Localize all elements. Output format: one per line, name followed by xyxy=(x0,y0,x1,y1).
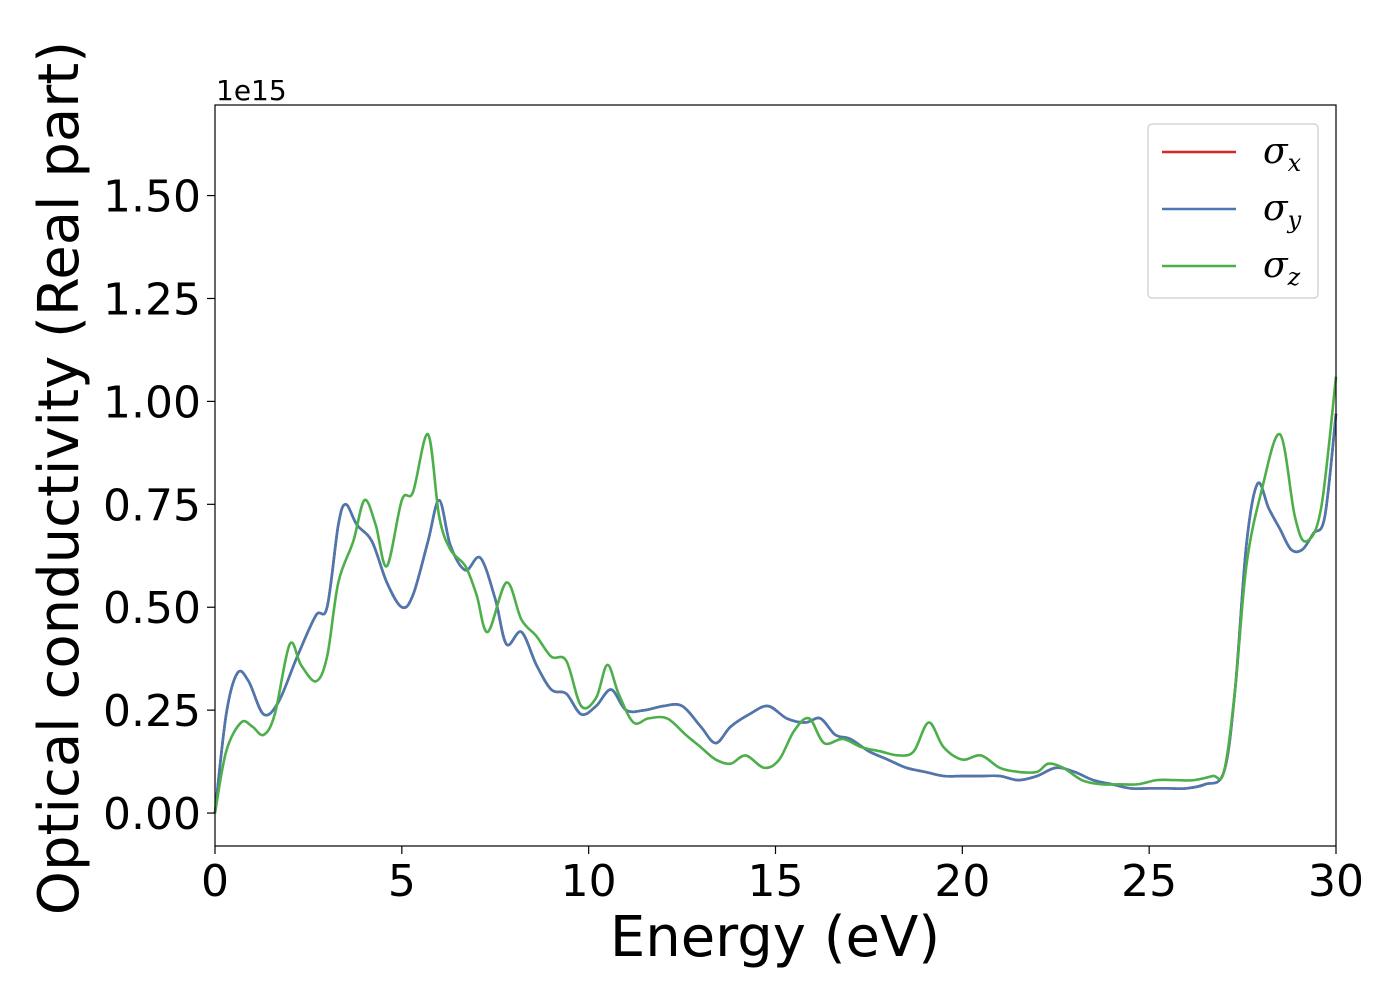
plot-lines xyxy=(213,376,1338,814)
y-tick-label: 1.25 xyxy=(103,274,201,325)
legend: σx σy σz xyxy=(1147,123,1319,299)
series-line-z xyxy=(213,376,1338,814)
x-tick-label: 25 xyxy=(1121,856,1177,907)
x-tick-label: 0 xyxy=(201,856,229,907)
x-tick-label: 10 xyxy=(561,856,617,907)
y-tick-label: 0.25 xyxy=(103,686,201,737)
y-tick-label: 1.00 xyxy=(103,377,201,428)
series-line-y xyxy=(213,413,1338,814)
y-tick-label: 0.00 xyxy=(103,789,201,840)
series-line-x xyxy=(213,413,1338,814)
legend-box xyxy=(1147,123,1319,299)
y-offset-label: 1e15 xyxy=(216,74,287,107)
y-tick-label: 1.50 xyxy=(103,172,201,223)
x-axis-label: Energy (eV) xyxy=(610,905,940,970)
x-tick-label: 15 xyxy=(748,856,804,907)
y-tick-label: 0.50 xyxy=(103,583,201,634)
legend-label-z: σz xyxy=(1263,245,1301,291)
y-axis-label: Optical conductivity (Real part) xyxy=(27,41,92,915)
x-tick-label: 5 xyxy=(388,856,416,907)
x-axis: 0 5 10 15 20 25 30 xyxy=(201,846,1364,907)
legend-label-y: σy xyxy=(1263,188,1302,234)
y-tick-label: 0.75 xyxy=(103,480,201,531)
x-tick-label: 20 xyxy=(934,856,990,907)
legend-label-x: σx xyxy=(1263,131,1302,177)
x-tick-label: 30 xyxy=(1308,856,1364,907)
y-axis: 0.00 0.25 0.50 0.75 1.00 1.25 1.50 xyxy=(103,172,215,840)
